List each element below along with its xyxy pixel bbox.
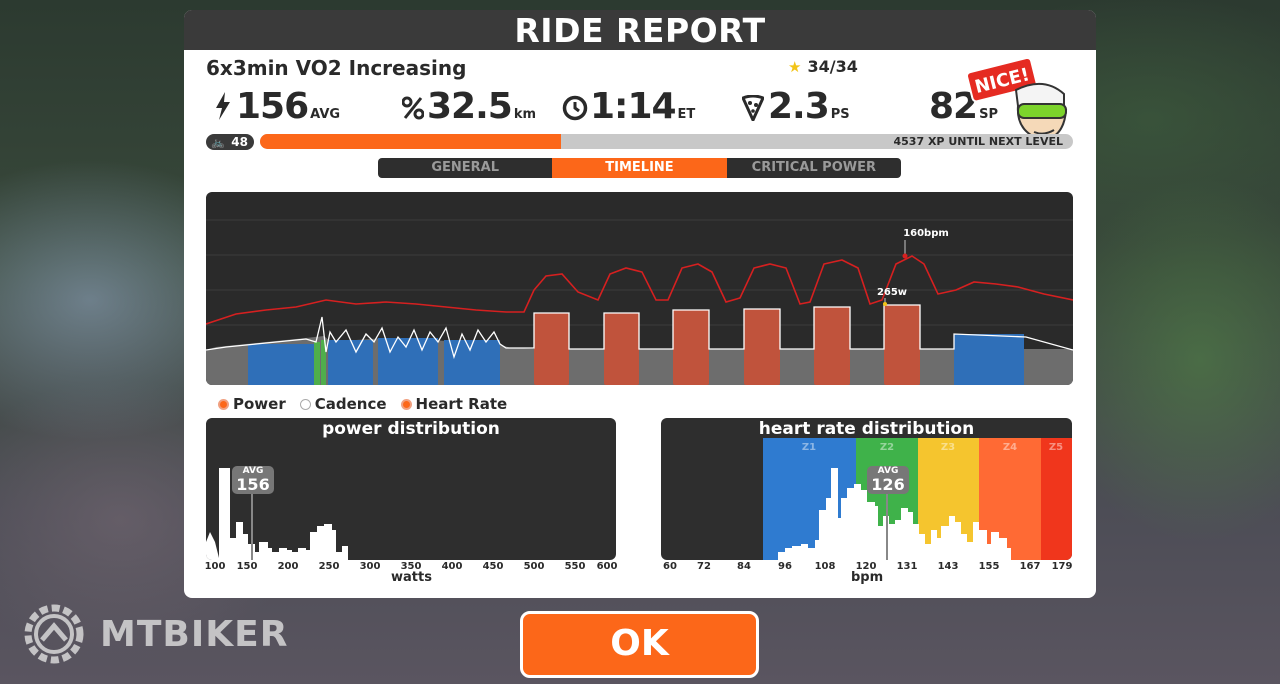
hr-tick: 72 [697,561,711,572]
legend-heart-rate-label: Heart Rate [415,395,508,413]
stat-sp-unit: SP [979,107,998,122]
legend-heart-rate-toggle[interactable] [400,398,412,410]
timeline-chart: 160bpm 265w [206,192,1073,385]
stat-distance: 32.5 km [401,86,537,127]
xp-progress-fill [260,134,561,149]
power-dist-svg [206,468,348,560]
zone-z2-label: Z2 [880,442,894,453]
xp-text: 4537 XP UNTIL NEXT LEVEL [893,135,1064,148]
power-tick: 550 [564,561,586,572]
legend-heart-rate[interactable]: Heart Rate [400,395,508,413]
zone-z3-label: Z3 [941,442,955,453]
hr-tick: 179 [1051,561,1073,572]
timeline-legend: Power Cadence Heart Rate [218,395,507,413]
title-bar: RIDE REPORT [184,10,1096,50]
hr-dist-xlabel: bpm [851,570,884,585]
power-peak-label: 265w [877,287,907,298]
hr-tick: 108 [814,561,836,572]
stat-pizza-value: 2.3 [768,86,830,127]
stat-time: 1:14 ET [562,86,695,127]
power-tick: 350 [400,561,422,572]
hr-dist-svg: Z1 Z2 Z3 Z4 Z5 [763,438,1072,560]
zone-z4-label: Z4 [1003,442,1017,453]
stat-pizza-unit: PS [830,107,850,122]
hr-tick: 120 [855,561,877,572]
stat-time-unit: ET [677,107,696,122]
power-avg-value: 156 [236,475,270,494]
ok-button[interactable]: OK [520,611,759,678]
power-dist-title: power distribution [322,419,500,439]
stat-power-value: 156 [236,86,309,127]
hr-dist-title: heart rate distribution [758,419,975,439]
legend-power[interactable]: Power [218,395,286,413]
stat-sp-value: 82 [929,86,978,127]
power-tick: 100 [204,561,226,572]
zone-z1-label: Z1 [802,442,816,453]
rider-avatar: NICE! [966,56,1068,142]
level-value: 48 [231,135,248,149]
hr-peak-label: 160bpm [903,228,949,239]
hr-distribution-chart: heart rate distribution Z1 Z2 Z3 Z4 Z5 A… [661,418,1072,560]
power-dist-xlabel: watts [391,570,432,585]
power-tick: 400 [441,561,463,572]
power-avg-label: AVG [242,466,264,476]
power-distribution-chart: power distribution AVG 156 [206,418,616,560]
workout-name: 6x3min VO2 Increasing [206,56,467,80]
stars-value: 34/34 [807,57,858,76]
clock-icon [562,95,588,121]
hr-tick: 60 [663,561,677,572]
power-tick: 150 [236,561,258,572]
power-avg-marker: AVG 156 [232,466,274,494]
hr-tick: 167 [1019,561,1041,572]
tab-critical-power[interactable]: CRITICAL POWER [751,160,876,175]
legend-power-label: Power [233,395,286,413]
power-tick: 500 [523,561,545,572]
zone-z5-label: Z5 [1049,442,1063,453]
gear-logo-icon [24,604,84,664]
ride-report-panel: RIDE REPORT 6x3min VO2 Increasing ★ 34/34… [184,10,1096,598]
stat-sweat-points: 82 SP [929,86,998,127]
timeline-svg: 160bpm 265w [206,219,1073,385]
power-tick: 200 [277,561,299,572]
star-icon: ★ [788,58,802,76]
stars-count: ★ 34/34 [788,57,858,76]
lightning-icon [216,92,230,120]
stat-power-unit: AVG [310,107,341,122]
mtbiker-logo: MTBIKER [16,596,288,672]
stat-distance-unit: km [513,107,537,122]
hr-tick: 143 [937,561,959,572]
page-title: RIDE REPORT [514,11,766,50]
hr-tick: 96 [778,561,792,572]
hr-tick: 84 [737,561,751,572]
stat-pizza: 2.3 PS [741,86,850,127]
power-tick: 600 [596,561,618,572]
pizza-icon [741,94,765,122]
power-tick: 450 [482,561,504,572]
distance-icon [401,96,425,120]
hr-tick: 131 [896,561,918,572]
legend-cadence[interactable]: Cadence [299,395,387,413]
hr-avg-marker: AVG 126 [867,466,909,494]
report-tabs: GENERAL TIMELINE CRITICAL POWER [378,158,901,178]
level-badge: 🚲 48 [206,134,254,150]
legend-cadence-toggle[interactable] [299,398,311,410]
bike-icon: 🚲 [211,136,225,149]
stat-time-value: 1:14 [590,86,677,127]
legend-power-toggle[interactable] [218,398,229,410]
tab-general[interactable]: GENERAL [431,160,499,175]
hr-avg-label: AVG [877,466,899,476]
hr-avg-value: 126 [871,475,905,494]
stat-power: 156 AVG [214,86,340,127]
tab-timeline[interactable]: TIMELINE [552,158,727,178]
legend-cadence-label: Cadence [314,395,387,413]
power-tick: 300 [359,561,381,572]
stat-distance-value: 32.5 [427,86,513,127]
watermark-text: MTBIKER [100,613,289,655]
xp-progress-bar: 4537 XP UNTIL NEXT LEVEL [260,134,1073,149]
power-tick: 250 [318,561,340,572]
hr-tick: 155 [978,561,1000,572]
